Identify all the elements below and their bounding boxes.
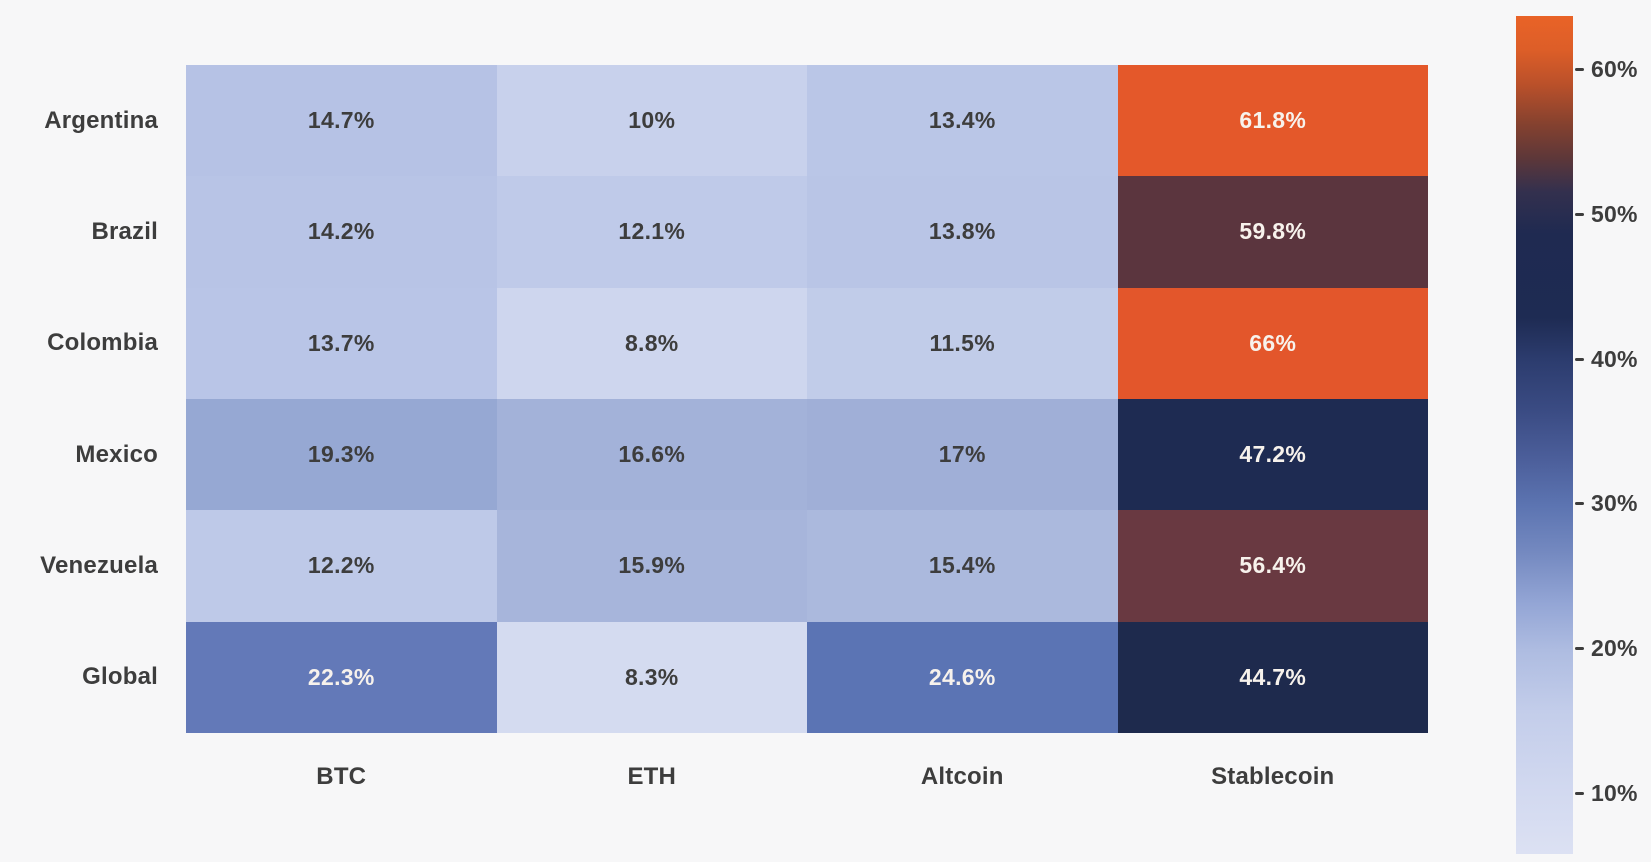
heatmap-cell-brazil-btc: 14.2% — [186, 176, 497, 288]
colorbar-tick-label: 20% — [1591, 634, 1638, 661]
colorbar-tick-label: 50% — [1591, 200, 1638, 227]
column-label-eth: ETH — [627, 763, 677, 790]
heatmap-cell-colombia-stablecoin: 66% — [1117, 287, 1428, 399]
heatmap-cell-global-altcoin: 24.6% — [807, 621, 1118, 733]
heatmap-cell-argentina-eth: 10% — [496, 65, 807, 177]
row-label-colombia: Colombia — [47, 329, 158, 357]
colorbar-tick-label: 40% — [1591, 345, 1638, 372]
row-label-global: Global — [82, 663, 158, 691]
heatmap-cell-argentina-altcoin: 13.4% — [807, 65, 1118, 177]
heatmap-cell-mexico-altcoin: 17% — [807, 399, 1118, 511]
heatmap-cell-colombia-eth: 8.8% — [496, 287, 807, 399]
heatmap-cell-argentina-btc: 14.7% — [186, 65, 497, 177]
column-label-stablecoin: Stablecoin — [1211, 763, 1335, 790]
column-label-altcoin: Altcoin — [920, 763, 1004, 790]
heatmap-cell-brazil-stablecoin: 59.8% — [1117, 176, 1428, 288]
heatmap-cell-mexico-stablecoin: 47.2% — [1117, 399, 1428, 511]
colorbar-tick-mark — [1575, 68, 1584, 72]
colorbar-gradient — [1516, 16, 1573, 854]
heatmap-cell-venezuela-altcoin: 15.4% — [807, 510, 1118, 622]
heatmap-cell-brazil-altcoin: 13.8% — [807, 176, 1118, 288]
heatmap-cell-colombia-btc: 13.7% — [186, 287, 497, 399]
colorbar-tick-label: 30% — [1591, 490, 1638, 517]
row-label-mexico: Mexico — [75, 440, 158, 468]
heatmap-cell-global-eth: 8.3% — [496, 621, 807, 733]
heatmap-cell-argentina-stablecoin: 61.8% — [1117, 65, 1428, 177]
colorbar-tick-label: 60% — [1591, 56, 1638, 83]
colorbar-tick-mark — [1575, 646, 1584, 650]
heatmap-cell-mexico-eth: 16.6% — [496, 399, 807, 511]
heatmap-cell-brazil-eth: 12.1% — [496, 176, 807, 288]
heatmap-cell-venezuela-eth: 15.9% — [496, 510, 807, 622]
colorbar-tick-mark — [1575, 502, 1584, 506]
colorbar-tick-label: 10% — [1591, 779, 1638, 806]
column-label-btc: BTC — [316, 763, 367, 790]
heatmap-cell-mexico-btc: 19.3% — [186, 399, 497, 511]
heatmap-cell-venezuela-stablecoin: 56.4% — [1117, 510, 1428, 622]
heatmap-grid: 14.7% 10% 13.4% 61.8% 14.2% 12.1% 13.8% 59.8% 13… — [186, 65, 1428, 733]
colorbar-tick-mark — [1575, 212, 1584, 216]
heatmap-cell-global-stablecoin: 44.7% — [1117, 621, 1428, 733]
colorbar-tick-mark — [1575, 791, 1584, 795]
row-label-argentina: Argentina — [44, 106, 158, 134]
colorbar-tick-mark — [1575, 357, 1584, 361]
row-label-venezuela: Venezuela — [40, 551, 158, 579]
row-label-brazil: Brazil — [91, 217, 158, 245]
heatmap-cell-colombia-altcoin: 11.5% — [807, 287, 1118, 399]
heatmap-cell-global-btc: 22.3% — [186, 621, 497, 733]
heatmap-cell-venezuela-btc: 12.2% — [186, 510, 497, 622]
